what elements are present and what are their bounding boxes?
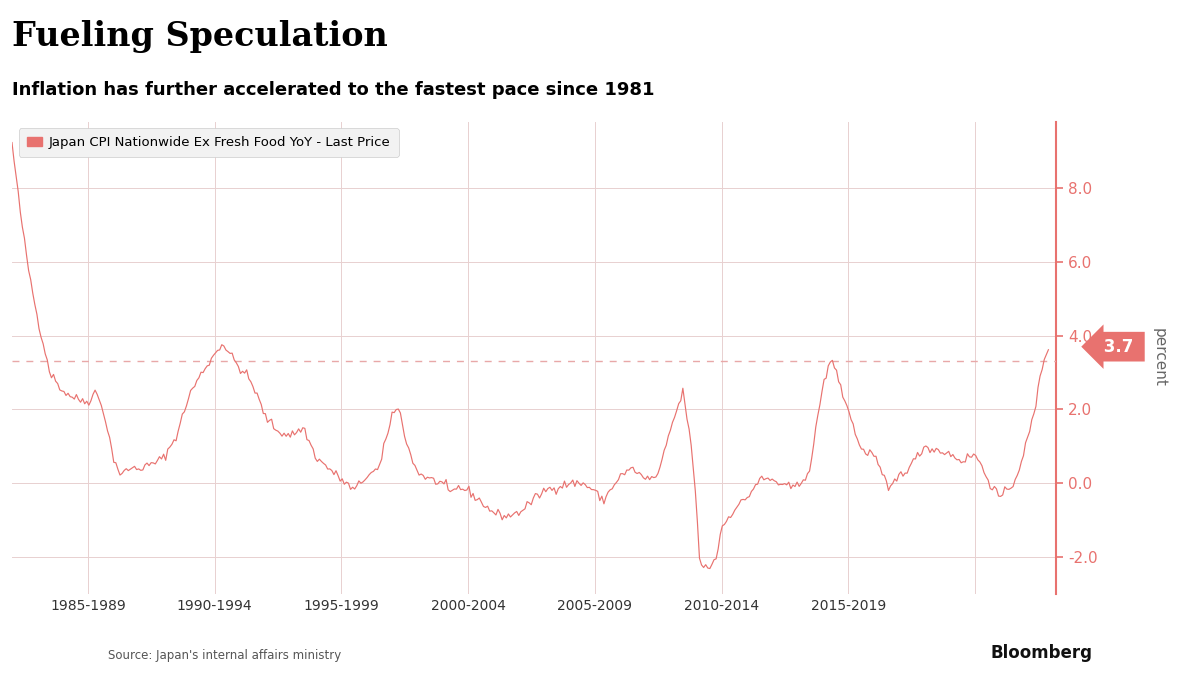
Text: Fueling Speculation: Fueling Speculation — [12, 20, 388, 53]
Legend: Japan CPI Nationwide Ex Fresh Food YoY - Last Price: Japan CPI Nationwide Ex Fresh Food YoY -… — [18, 128, 398, 157]
Text: Bloomberg: Bloomberg — [990, 643, 1092, 662]
Text: 3.7: 3.7 — [1098, 338, 1139, 356]
Y-axis label: percent: percent — [1152, 328, 1166, 387]
Text: Inflation has further accelerated to the fastest pace since 1981: Inflation has further accelerated to the… — [12, 81, 654, 99]
Text: Source: Japan's internal affairs ministry: Source: Japan's internal affairs ministr… — [108, 649, 341, 662]
